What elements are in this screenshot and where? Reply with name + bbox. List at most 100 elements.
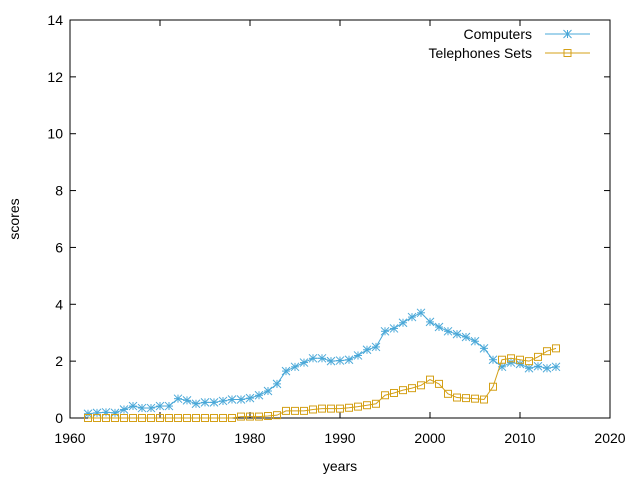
telephones-point [165,414,173,422]
telephones-point [345,403,353,412]
telephones-point [237,412,245,421]
telephones-point [174,414,182,422]
telephones-point [300,406,308,415]
computers-point [209,398,219,407]
telephones-point [138,414,146,422]
y-tick-label: 14 [47,12,63,28]
computers-point [245,393,255,403]
computers-point [443,326,453,336]
telephones-point [291,406,299,415]
computers-point [425,317,435,327]
x-tick-label: 2000 [414,430,445,446]
telephones-point [84,414,92,422]
telephones-point [399,386,407,395]
computers-legend-label: Computers [464,26,532,42]
telephones-point [264,412,272,421]
telephones-point [426,375,434,384]
telephones-point [363,401,371,410]
telephones-point [507,354,515,363]
telephones-point [273,411,281,420]
computers-point [236,395,246,404]
x-tick-label: 1990 [324,430,355,446]
telephones-point [390,388,398,397]
computers-series [83,308,561,419]
x-axis: 1960 1970 1980 1990 2000 2010 2020 [54,20,626,446]
computers-point [524,363,534,373]
computers-point [119,405,129,414]
computers-point [290,362,300,372]
computers-point [137,403,147,413]
y-tick-label: 6 [55,239,63,255]
legend: Computers Telephones Sets [428,26,590,61]
telephones-point [381,391,389,400]
computers-point [416,308,426,318]
telephones-legend-marker [563,49,572,57]
computers-point [92,408,102,418]
x-tick-label: 1980 [234,430,265,446]
computers-point [515,359,525,369]
computers-point [452,329,462,339]
telephones-point [498,355,506,364]
telephones-point [453,393,461,402]
y-tick-label: 12 [47,69,63,85]
computers-point [182,396,192,405]
telephones-point [471,394,479,403]
computers-point [533,361,543,371]
y-tick-label: 10 [47,126,63,142]
computers-point [218,396,228,406]
computers-point [173,394,183,404]
telephones-point [408,384,416,393]
computers-point [83,409,93,419]
telephones-point [543,347,551,356]
computers-point [461,332,471,342]
telephones-point [219,414,227,422]
telephones-point [354,402,362,411]
telephones-series [84,344,560,422]
y-tick-label: 8 [55,183,63,199]
telephones-point [327,404,335,413]
computers-point [407,312,417,322]
telephones-point [228,414,236,422]
telephones-point [534,352,542,361]
computers-point [551,362,561,372]
computers-point [380,326,390,336]
telephones-point [282,406,290,415]
telephones-point [102,414,110,422]
telephones-point [444,389,452,398]
computers-point [155,401,165,411]
telephones-point [525,357,533,366]
computers-point [164,401,174,411]
computers-point [263,386,273,396]
telephones-point [372,399,380,408]
computers-point [128,401,138,411]
computers-point [389,324,399,333]
telephones-point [129,414,137,422]
computers-point [272,379,282,389]
telephones-point [111,414,119,422]
computers-point [506,358,516,367]
y-tick-label: 2 [55,353,63,369]
telephones-point [435,379,443,388]
telephones-point [201,414,209,422]
computers-point [470,336,480,346]
y-tick-label: 0 [55,410,63,426]
computers-legend-marker [563,29,572,39]
computers-point [479,343,489,353]
computers-point [434,322,444,332]
computers-point [326,356,336,366]
computers-point [335,356,345,365]
x-tick-label: 2010 [504,430,535,446]
computers-point [299,358,309,367]
computers-point [200,398,210,407]
computers-point [371,342,381,352]
x-tick-label: 1960 [54,430,85,446]
computers-point [254,390,264,400]
computers-point [353,351,363,360]
computers-point [101,407,111,417]
y-tick-label: 4 [55,296,63,312]
computers-point [488,355,498,365]
y-axis-title: scores [6,198,22,239]
computers-point [398,318,408,328]
telephones-legend-label: Telephones Sets [428,45,532,61]
